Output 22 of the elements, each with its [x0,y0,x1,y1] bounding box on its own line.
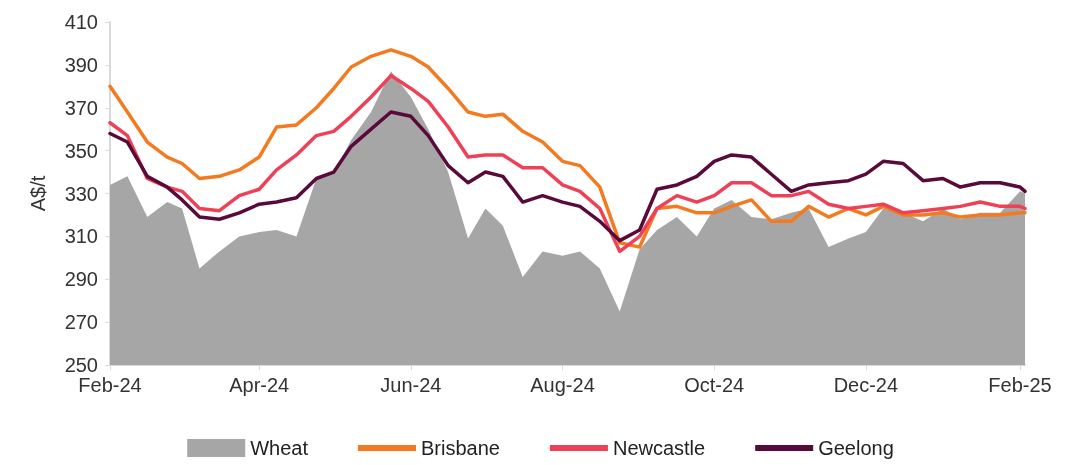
x-tick-label: Feb-24 [78,374,142,396]
x-tick-label: Jun-24 [380,374,442,396]
y-tick-label: 290 [64,268,98,291]
y-tick-label: 330 [64,182,98,205]
y-axis-title: A$/t [27,175,49,212]
y-tick-label: 270 [64,311,98,334]
line-series [108,110,1027,243]
y-tick-label: 350 [64,139,98,162]
y-tick-label: 410 [64,11,98,33]
legend-label: Geelong [818,437,894,459]
x-tick-label: Aug-24 [530,374,595,396]
x-tick-label: Dec-24 [833,374,899,396]
legend-label: Newcastle [612,437,706,459]
x-tick-label: Feb-25 [988,374,1052,396]
x-tick-label: Oct-24 [684,374,745,396]
y-tick-label: 250 [64,354,98,376]
y-tick-label: 310 [64,225,98,248]
y-tick-label: 370 [64,96,98,119]
legend-label: Wheat [250,437,309,459]
y-tick-label: 390 [64,53,98,76]
legend-label: Brisbane [421,437,500,459]
x-tick-label: Apr-24 [229,374,290,396]
